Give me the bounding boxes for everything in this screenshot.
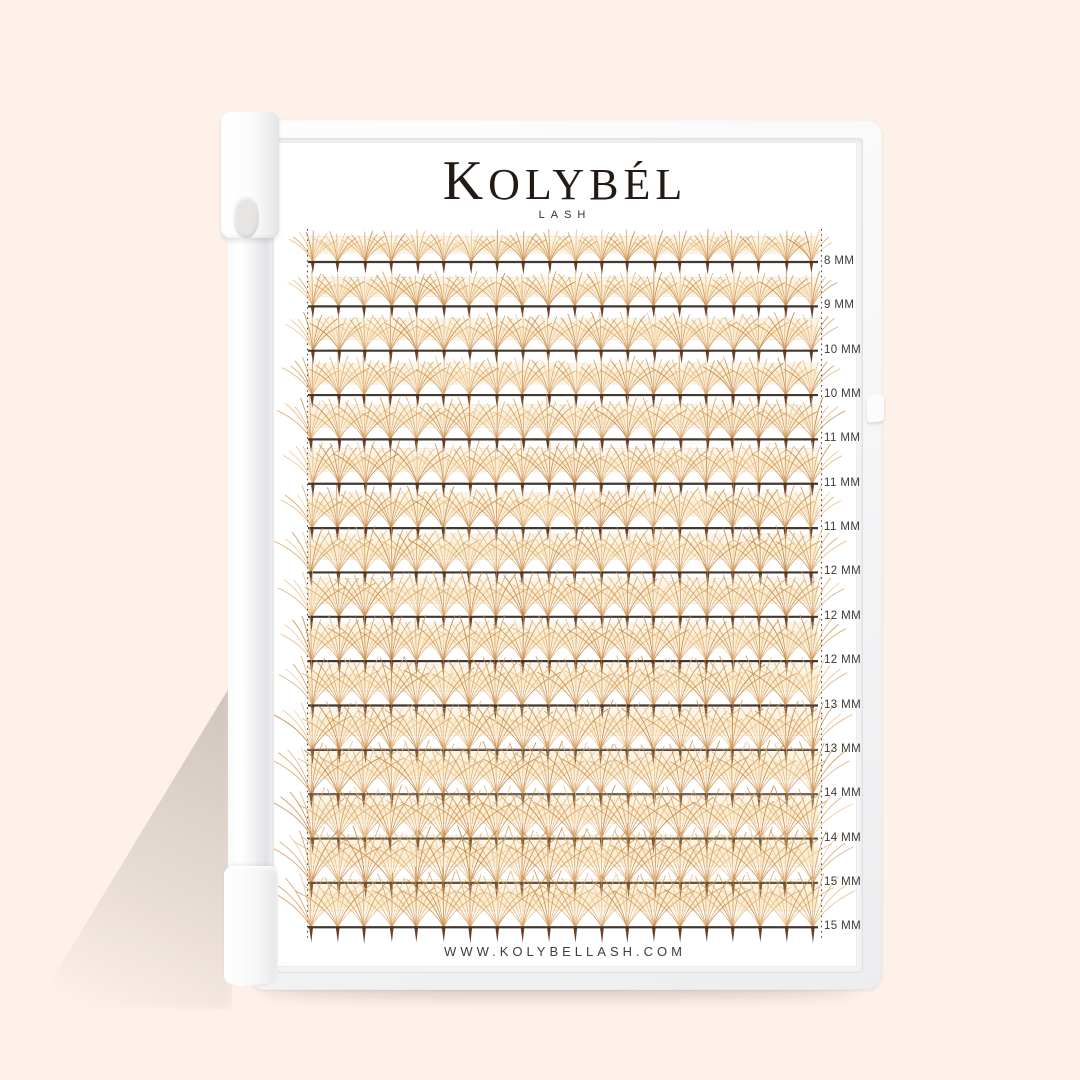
spine-dimple (233, 196, 259, 238)
cast-shadow (34, 683, 232, 1009)
tray-side-tab (867, 394, 884, 423)
tray-spine (228, 118, 272, 986)
row-label: 13 MM (824, 698, 862, 711)
brand-subtitle: LASH (538, 209, 592, 221)
row-label: 12 MM (824, 565, 862, 578)
row-label: 14 MM (824, 831, 862, 844)
row-label: 10 MM (824, 388, 862, 401)
lash-tray: KOLYBÉL LASH 8 MM 9 MM 10 MM 10 MM 11 MM 11 M… (248, 120, 882, 990)
row-label: 12 MM (824, 654, 862, 667)
lash-card: KOLYBÉL LASH 8 MM 9 MM 10 MM 10 MM 11 MM 11 M… (273, 142, 861, 967)
row-label: 15 MM (824, 920, 862, 933)
row-label: 11 MM (824, 476, 861, 489)
lash-rows-art (274, 229, 856, 944)
row-label: 11 MM (824, 432, 861, 445)
spine-clip-bottom (224, 866, 278, 984)
row-label: 15 MM (824, 875, 862, 888)
row-label: 10 MM (824, 343, 862, 356)
row-label: 11 MM (824, 521, 861, 534)
spine-clip-top (221, 112, 279, 238)
row-label: 13 MM (824, 742, 862, 755)
row-label: 8 MM (824, 255, 855, 267)
row-label: 14 MM (824, 787, 862, 800)
tray-inner-frame: KOLYBÉL LASH 8 MM 9 MM 10 MM 10 MM 11 MM 11 M… (269, 138, 863, 973)
website-url: WWW.KOLYBELLASH.COM (444, 944, 686, 959)
brand-logo: KOLYBÉL (442, 150, 688, 212)
row-label: 12 MM (824, 609, 862, 622)
row-label: 9 MM (824, 299, 855, 312)
